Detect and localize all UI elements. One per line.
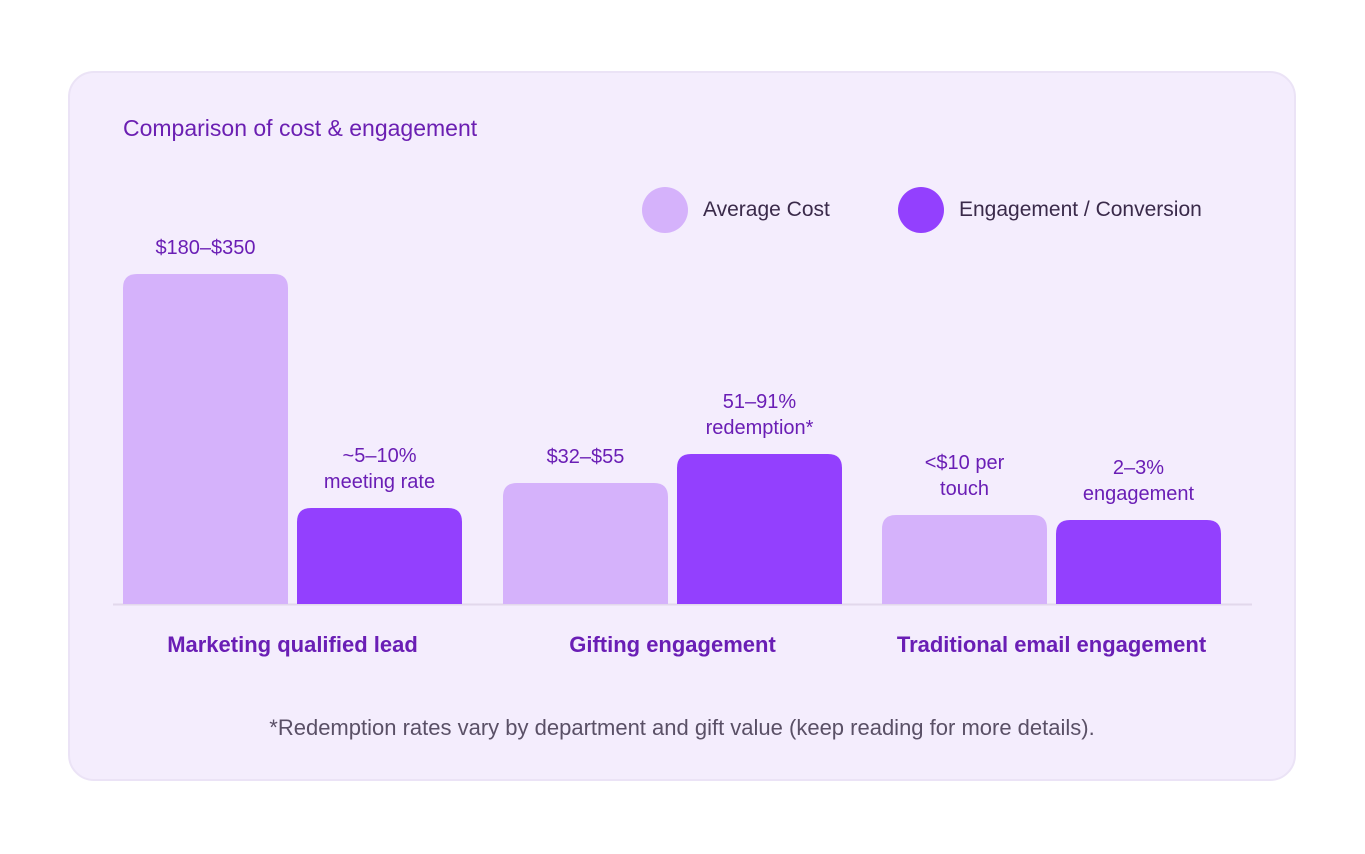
legend-item-engagement: Engagement / Conversion [898, 187, 1202, 233]
data-label-engagement-conversion-traditional-email-engagement-line-1: 2–3% [1113, 457, 1164, 479]
data-label-engagement-conversion-traditional-email-engagement-line-2: engagement [1083, 483, 1195, 505]
category-label-traditional-email-engagement: Traditional email engagement [897, 632, 1207, 657]
bar-average-cost-traditional-email-engagement [882, 515, 1047, 604]
footnote: *Redemption rates vary by department and… [269, 715, 1095, 740]
data-label-average-cost-traditional-email-engagement-line-1: <$10 per [925, 452, 1005, 474]
bar-engagement-conversion-marketing-qualified-lead [297, 508, 462, 604]
legend-label-average-cost: Average Cost [703, 198, 830, 221]
bar-average-cost-marketing-qualified-lead [123, 274, 288, 604]
data-label-engagement-conversion-gifting-engagement-line-1: 51–91% [723, 391, 797, 413]
category-label-gifting-engagement: Gifting engagement [569, 632, 776, 657]
bar-average-cost-gifting-engagement [503, 483, 668, 604]
legend-item-average-cost: Average Cost [642, 187, 830, 233]
bar-engagement-conversion-traditional-email-engagement [1056, 520, 1221, 604]
bar-engagement-conversion-gifting-engagement [677, 454, 842, 604]
data-label-average-cost-traditional-email-engagement-line-2: touch [940, 478, 989, 500]
legend-label-engagement: Engagement / Conversion [959, 198, 1202, 221]
data-label-engagement-conversion-marketing-qualified-lead-line-2: meeting rate [324, 471, 435, 493]
data-label-engagement-conversion-gifting-engagement-line-2: redemption* [706, 417, 814, 439]
data-label-average-cost-gifting-engagement-line-1: $32–$55 [547, 446, 625, 468]
data-label-average-cost-marketing-qualified-lead-line-1: $180–$350 [155, 237, 255, 259]
data-label-engagement-conversion-marketing-qualified-lead-line-1: ~5–10% [343, 445, 417, 467]
legend-swatch-average-cost [642, 187, 688, 233]
chart-title: Comparison of cost & engagement [123, 115, 478, 141]
category-label-marketing-qualified-lead: Marketing qualified lead [167, 632, 418, 657]
legend-swatch-engagement [898, 187, 944, 233]
